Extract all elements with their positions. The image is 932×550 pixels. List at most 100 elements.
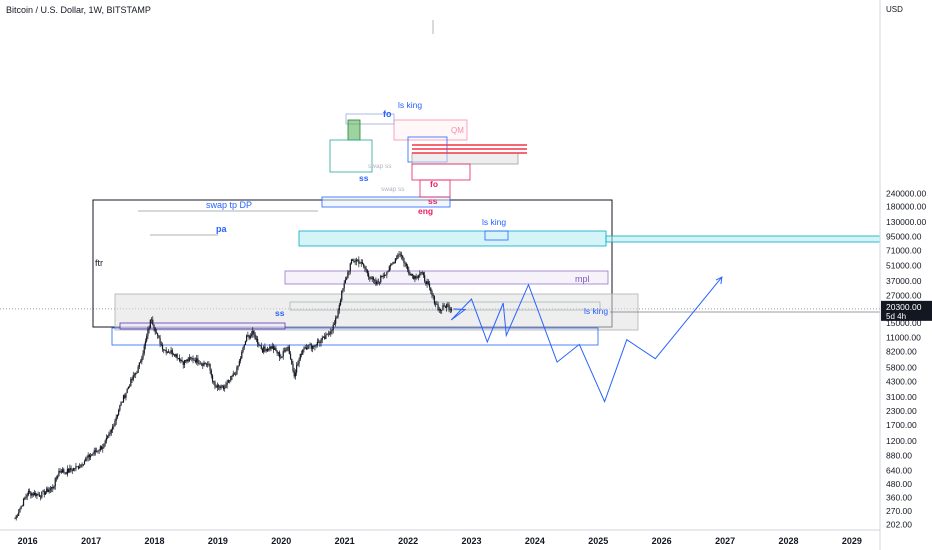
candle-body: [98, 450, 100, 451]
candle-body: [40, 496, 42, 498]
candle-body: [71, 469, 73, 471]
candle-body: [192, 358, 194, 361]
y-tick-label: 2300.00: [886, 406, 917, 416]
candle-body: [319, 342, 321, 343]
cyan-zone-2[interactable]: [605, 235, 881, 243]
candle-body: [215, 386, 217, 388]
candle-body: [181, 360, 183, 362]
ftr-label: ftr: [95, 258, 103, 268]
qm-box[interactable]: [393, 119, 468, 141]
ls-king-box-top[interactable]: [345, 113, 395, 125]
candle-body: [230, 376, 232, 381]
candle-body: [315, 345, 317, 346]
candle-body: [77, 466, 79, 469]
candle-body: [403, 258, 405, 263]
candle-body: [139, 361, 142, 363]
candle-body: [386, 272, 388, 275]
x-tick-label: 2024: [525, 536, 545, 546]
ls-king-label-3: ls king: [584, 306, 608, 316]
candle-body: [193, 360, 195, 361]
candle-body: [294, 372, 297, 377]
eng-label: eng: [418, 206, 433, 216]
y-tick-label: 480.00: [886, 479, 912, 489]
candle-body: [177, 357, 179, 359]
pa-label: pa: [216, 224, 227, 234]
x-tick-label: 2022: [398, 536, 418, 546]
candle-body: [43, 490, 45, 495]
candle-body: [180, 360, 182, 361]
candle-body: [439, 309, 442, 311]
fo-small-box[interactable]: [419, 179, 451, 198]
green-box[interactable]: [347, 119, 361, 141]
candle-body: [81, 464, 83, 466]
candle-body: [130, 378, 132, 387]
y-tick-label: 1200.00: [886, 436, 917, 446]
candle-body: [259, 345, 261, 347]
candle-body: [426, 281, 428, 285]
candle-body: [309, 344, 311, 346]
candle-body: [136, 372, 138, 374]
purple-thin-box[interactable]: [119, 322, 286, 330]
candle-body: [404, 262, 406, 264]
ls-king-label-2: ls king: [482, 217, 506, 227]
candle-body: [135, 373, 137, 375]
candle-body: [257, 338, 259, 344]
blue-range-box[interactable]: [111, 327, 599, 346]
candle-body: [20, 506, 22, 509]
candle-body: [317, 341, 320, 343]
pink-box[interactable]: [411, 163, 471, 181]
candle-body: [447, 304, 449, 305]
ss-box[interactable]: [329, 139, 373, 173]
mpl-box[interactable]: [284, 270, 609, 285]
candle-body: [138, 362, 140, 367]
candle-body: [371, 277, 373, 279]
candle-body: [108, 434, 110, 436]
candle-body: [400, 254, 403, 256]
candle-body: [63, 469, 65, 473]
candle-body: [339, 300, 342, 305]
candle-body: [185, 360, 187, 362]
candle-body: [411, 273, 414, 276]
swap-box[interactable]: [321, 196, 451, 208]
candle-body: [420, 272, 422, 274]
cyan-zone-1[interactable]: [298, 230, 607, 247]
candle-body: [376, 281, 378, 285]
candle-body: [255, 338, 258, 340]
candle-body: [410, 273, 412, 276]
candle-body: [72, 468, 75, 471]
ls-king-box-mid[interactable]: [484, 230, 509, 241]
candle-body: [435, 303, 437, 305]
candle-body: [169, 352, 171, 354]
candle-body: [430, 287, 432, 292]
candle-body: [170, 350, 172, 353]
x-tick-label: 2016: [18, 536, 38, 546]
annotation-labels: ftr swap tp DP pa ss ss fo ls king QM swap ss swa…: [95, 100, 608, 318]
candle-body: [253, 330, 255, 335]
candle-body: [367, 273, 370, 278]
candle-body: [422, 272, 425, 276]
candle-body: [269, 346, 271, 350]
candle-body: [133, 374, 136, 376]
candle-body: [444, 306, 446, 308]
candle-body: [75, 466, 77, 469]
candle-body: [105, 437, 108, 441]
y-tick-label: 270.00: [886, 506, 912, 516]
chart-title: Bitcoin / U.S. Dollar, 1W, BITSTAMP: [6, 5, 151, 15]
thin-box[interactable]: [289, 301, 601, 311]
candle-body: [97, 450, 99, 452]
candle-body: [414, 276, 416, 280]
candle-body: [383, 274, 386, 276]
gray-small-box[interactable]: [411, 152, 519, 165]
candle-body: [113, 426, 115, 427]
candle-body: [247, 335, 249, 336]
candle-body: [48, 490, 50, 493]
candle-body: [344, 279, 347, 284]
candle-body: [96, 450, 98, 452]
candle-body: [392, 262, 394, 265]
candle-body: [396, 258, 398, 259]
projection-line[interactable]: [450, 276, 723, 403]
candle-body: [408, 269, 410, 274]
candle-body: [311, 345, 314, 349]
candle-body: [235, 373, 237, 375]
